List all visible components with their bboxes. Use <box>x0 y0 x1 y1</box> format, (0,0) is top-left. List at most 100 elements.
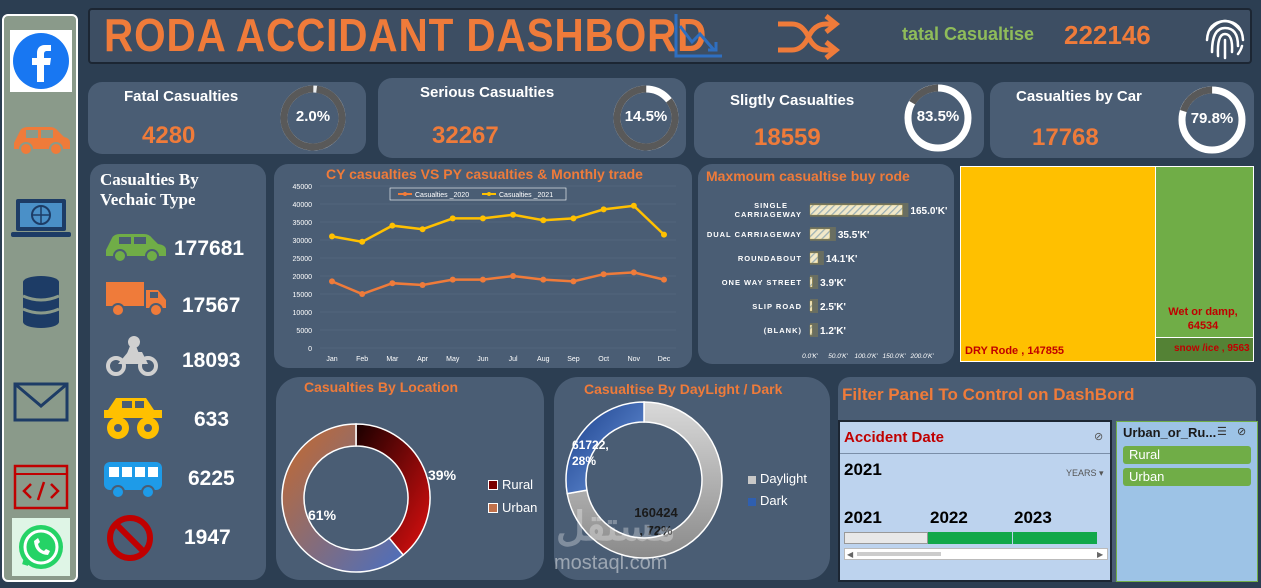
kpi-value: 4280 <box>142 122 196 149</box>
x-tick-label: Feb <box>356 356 368 363</box>
years-level-dropdown[interactable]: YEARS ▾ <box>1066 468 1104 478</box>
bar-shadow <box>810 299 818 313</box>
car-icon[interactable] <box>10 106 72 168</box>
chart-title: Casualtise By DayLight / Dark <box>584 381 783 397</box>
data-point <box>570 278 577 285</box>
data-point <box>479 215 486 222</box>
code-icon[interactable] <box>10 456 72 518</box>
chart-title: Casualties By Location <box>304 379 459 395</box>
car-icon <box>104 228 168 269</box>
category-label: DUAL CARRIAGEWAY <box>707 230 802 239</box>
multi-select-icon[interactable]: ☰ <box>1217 426 1227 438</box>
y-tick-label: 5000 <box>296 328 312 335</box>
timeline-period[interactable] <box>928 532 1012 544</box>
donut-slice-rural <box>355 423 431 557</box>
x-tick-label: Aug <box>537 356 550 363</box>
timeline-period-selected[interactable] <box>844 532 928 544</box>
data-label: 1.2'K' <box>820 326 846 337</box>
scroll-thumb[interactable] <box>857 552 941 556</box>
whatsapp-icon[interactable] <box>10 516 72 578</box>
watermark-logo: مستقل <box>556 505 676 549</box>
y-tick-label: 35000 <box>293 220 313 227</box>
bar-shadow <box>810 203 909 217</box>
y-tick-label: 0 <box>308 346 312 353</box>
filter-panel-title: Filter Panel To Control on DashBord <box>842 385 1135 404</box>
data-point <box>540 276 547 283</box>
data-point <box>359 238 366 245</box>
data-point <box>449 276 456 283</box>
kpi-value: 18559 <box>754 124 821 151</box>
vehicle-type-panel: Casualties By Vechaic Type 177681 17567 … <box>90 164 266 580</box>
facebook-icon[interactable] <box>10 30 72 92</box>
data-point <box>661 231 667 238</box>
timeline-year[interactable]: 2023 <box>1014 508 1052 527</box>
truck-icon <box>104 278 168 323</box>
scroll-left-icon[interactable]: ◀ <box>847 550 854 559</box>
legend-swatch <box>488 503 498 513</box>
accident-date-timeline[interactable]: Accident Date ⊘ 2021 YEARS ▾ 2021 2022 2… <box>838 420 1112 582</box>
location-chart-panel: Casualties By Location 39% 61% Rural Urb… <box>276 377 544 580</box>
clear-filter-icon[interactable]: ⊘ <box>1094 431 1104 443</box>
vehicle-count: 17567 <box>182 294 241 317</box>
category-label: SINGLE CARRIAGEWAY <box>735 201 802 219</box>
data-point <box>600 271 607 278</box>
data-label: 14.1'K' <box>826 254 857 265</box>
kpi-title: Sligtly Casualties <box>730 92 855 109</box>
x-tick-label: Oct <box>598 356 609 363</box>
y-tick-label: 30000 <box>293 238 313 245</box>
timeline-year[interactable]: 2022 <box>930 508 968 527</box>
trend-down-icon <box>672 12 724 65</box>
data-point <box>359 291 366 297</box>
bar-shadow <box>810 323 818 337</box>
donut-slice-urban <box>281 423 405 573</box>
kpi-percent: 79.8% <box>1190 110 1234 127</box>
y-tick-label: 15000 <box>293 292 313 299</box>
slicer-item-urban[interactable]: Urban <box>1123 468 1251 486</box>
vehicle-count: 6225 <box>188 467 235 490</box>
treemap-tile: snow /ice , 9563 <box>1156 338 1253 361</box>
y-tick-label: 20000 <box>293 274 313 281</box>
timeline-year[interactable]: 2021 <box>844 508 882 527</box>
no-entry-icon <box>106 514 154 567</box>
y-tick-label: 25000 <box>293 256 313 263</box>
kpi-ring-track <box>280 85 346 151</box>
scroll-right-icon[interactable]: ▶ <box>1097 550 1104 559</box>
timeline-scrollbar[interactable]: ◀ ▶ <box>844 548 1108 560</box>
kpi-ring: 2.0% <box>279 84 347 152</box>
kpi-title: Casualties by Car <box>1016 88 1142 105</box>
kpi-value: 17768 <box>1032 124 1099 151</box>
timeline-period[interactable] <box>1013 532 1097 544</box>
data-point <box>630 269 637 276</box>
line-chart: 0 5000 10000 15000 20000 25000 30000 35000 40000… <box>293 184 676 363</box>
y-tick-label: 45000 <box>293 184 313 191</box>
dashboard-title: RODA ACCIDANT DASHBORD <box>104 9 708 61</box>
bar <box>809 300 813 312</box>
legend-swatch <box>748 498 756 506</box>
category-label: ROUNDABOUT <box>738 254 802 263</box>
clear-filter-icon[interactable]: ⊘ <box>1237 426 1247 438</box>
x-tick-label: Apr <box>417 356 429 363</box>
kpi-title: Serious Casualties <box>420 84 555 101</box>
x-tick-label: Sep <box>567 356 580 363</box>
x-tick-label: 0.0'K' <box>802 353 819 360</box>
slicer-item-rural[interactable]: Rural <box>1123 446 1251 464</box>
bar <box>809 204 903 216</box>
kpi-value: 32267 <box>432 122 499 149</box>
laptop-globe-icon[interactable] <box>10 188 72 250</box>
donut-slice-dark <box>565 401 645 495</box>
legend-swatch <box>488 480 498 490</box>
data-point <box>510 273 517 279</box>
bar-shadow <box>810 227 836 241</box>
mail-icon[interactable] <box>10 371 72 433</box>
vehicle-count: 1947 <box>184 526 231 549</box>
category-label: (BLANK) <box>764 326 802 335</box>
legend-marker <box>403 192 407 196</box>
database-icon[interactable] <box>10 271 72 333</box>
data-point <box>389 280 396 287</box>
series-line <box>331 204 665 244</box>
data-label: 3.9'K' <box>820 278 846 289</box>
x-tick-label: Nov <box>628 356 641 363</box>
kpi-ring: 79.8% <box>1176 84 1248 156</box>
motorcycle-icon <box>106 334 158 381</box>
treemap-tile: Wet or damp, 64534 <box>1156 167 1253 337</box>
